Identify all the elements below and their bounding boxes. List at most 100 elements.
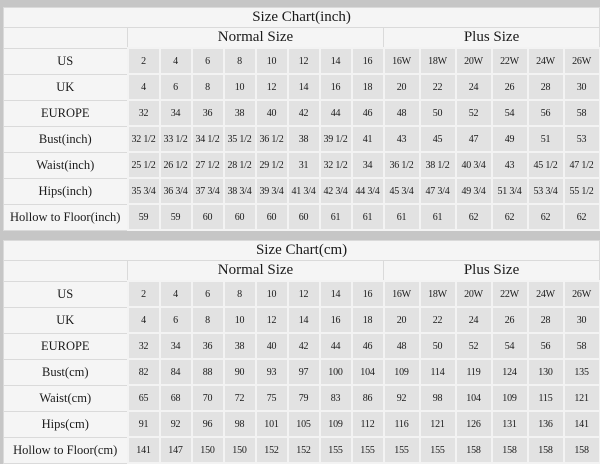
size-cell: 44 (318, 332, 353, 360)
size-cell: 98 (418, 384, 457, 412)
size-cell: 98 (222, 410, 257, 438)
size-cell: 54 (490, 99, 529, 127)
table-row: Bust(cm) 82 84 88 90 93 97 100 104 109 114 119 124 13… (3, 358, 600, 386)
size-cell: 24 (454, 306, 493, 334)
size-cell: 35 1/2 (222, 125, 257, 153)
size-cell: 30 (562, 73, 600, 101)
table-row: EUROPE 32 34 36 38 40 42 44 46 48 50 52 54 56 58 (3, 99, 600, 127)
size-cell: 155 (382, 436, 421, 464)
size-cell: 112 (350, 410, 385, 438)
table-title: Size Chart(cm) (2, 240, 600, 261)
size-cell: 104 (454, 384, 493, 412)
size-cell: 97 (286, 358, 321, 386)
size-cell: 36 3/4 (158, 177, 193, 205)
size-cell: 56 (526, 99, 565, 127)
size-cell: 59 (158, 203, 193, 231)
row-label: Bust(inch) (3, 125, 128, 153)
size-cell: 6 (158, 306, 193, 334)
size-cell: 31 (286, 151, 321, 179)
table-row: Hips(cm) 91 92 96 98 101 105 109 112 116 121 126 131… (3, 410, 600, 438)
table-title-row: Size Chart(inch) (2, 7, 600, 28)
size-cell: 109 (382, 358, 421, 386)
size-cell: 2 (126, 47, 161, 75)
size-cell: 96 (190, 410, 225, 438)
size-cell: 16 (350, 47, 385, 75)
size-cell: 130 (526, 358, 565, 386)
size-cell: 79 (286, 384, 321, 412)
size-cell: 12 (286, 47, 321, 75)
size-cell: 36 (190, 99, 225, 127)
size-cell: 124 (490, 358, 529, 386)
size-cell: 58 (562, 332, 600, 360)
size-cell: 28 1/2 (222, 151, 257, 179)
size-chart-cm-table: Size Chart(cm) Normal Size Plus Size US 2 4 6 8… (2, 240, 600, 464)
size-cell: 20W (454, 280, 493, 308)
size-cell: 46 (350, 99, 385, 127)
size-cell: 8 (222, 47, 257, 75)
table-row: US 2 4 6 8 10 12 14 16 16W 18W 20W 22W 24W 26W (3, 47, 600, 75)
size-cell: 26W (562, 47, 600, 75)
size-cell: 101 (254, 410, 289, 438)
table-row: Hips(inch) 35 3/4 36 3/4 37 3/4 38 3/4 39 3/4… (3, 177, 600, 205)
size-cell: 40 (254, 332, 289, 360)
size-cell: 49 3/4 (454, 177, 493, 205)
size-cell: 22W (490, 47, 529, 75)
size-cell: 42 (286, 99, 321, 127)
size-cell: 22 (418, 306, 457, 334)
size-cell: 53 (562, 125, 600, 153)
size-cell: 6 (158, 73, 193, 101)
row-label: Hips(cm) (3, 410, 128, 438)
size-cell: 44 (318, 99, 353, 127)
size-cell: 6 (190, 280, 225, 308)
table-title: Size Chart(inch) (2, 7, 600, 28)
size-cell: 32 1/2 (318, 151, 353, 179)
size-cell: 28 (526, 73, 565, 101)
size-cell: 28 (526, 306, 565, 334)
size-cell: 18W (418, 280, 457, 308)
size-cell: 60 (222, 203, 257, 231)
size-cell: 26 (490, 73, 529, 101)
row-label: Bust(cm) (3, 358, 128, 386)
row-label: UK (3, 306, 128, 334)
size-cell: 150 (222, 436, 257, 464)
size-cell: 38 (222, 332, 257, 360)
row-label: Hollow to Floor(inch) (3, 203, 128, 231)
size-cell: 51 3/4 (490, 177, 529, 205)
size-cell: 48 (382, 332, 421, 360)
table-row: US 2 4 6 8 10 12 14 16 16W 18W 20W 22W 24W 26W (3, 280, 600, 308)
row-label: US (3, 280, 128, 308)
size-cell: 158 (454, 436, 493, 464)
size-cell: 39 1/2 (318, 125, 353, 153)
size-cell: 46 (350, 332, 385, 360)
size-cell: 6 (190, 47, 225, 75)
size-cell: 41 (350, 125, 385, 153)
row-label: Hips(inch) (3, 177, 128, 205)
size-cell: 62 (526, 203, 565, 231)
size-cell: 61 (418, 203, 457, 231)
group-header-row: Normal Size Plus Size (3, 260, 600, 282)
size-cell: 121 (418, 410, 457, 438)
size-cell: 35 3/4 (126, 177, 161, 205)
size-cell: 68 (158, 384, 193, 412)
size-cell: 20 (382, 306, 421, 334)
size-cell: 152 (254, 436, 289, 464)
size-cell: 51 (526, 125, 565, 153)
size-cell: 60 (286, 203, 321, 231)
size-cell: 40 3/4 (454, 151, 493, 179)
size-cell: 10 (222, 306, 257, 334)
size-cell: 114 (418, 358, 457, 386)
size-cell: 60 (190, 203, 225, 231)
size-cell: 136 (526, 410, 565, 438)
size-cell: 14 (286, 306, 321, 334)
size-cell: 84 (158, 358, 193, 386)
table-title-row: Size Chart(cm) (2, 240, 600, 261)
size-cell: 119 (454, 358, 493, 386)
size-cell: 32 (126, 332, 161, 360)
size-cell: 155 (350, 436, 385, 464)
size-cell: 29 1/2 (254, 151, 289, 179)
size-cell: 24 (454, 73, 493, 101)
size-cell: 92 (158, 410, 193, 438)
size-cell: 34 (158, 332, 193, 360)
size-cell: 50 (418, 99, 457, 127)
size-cell: 126 (454, 410, 493, 438)
